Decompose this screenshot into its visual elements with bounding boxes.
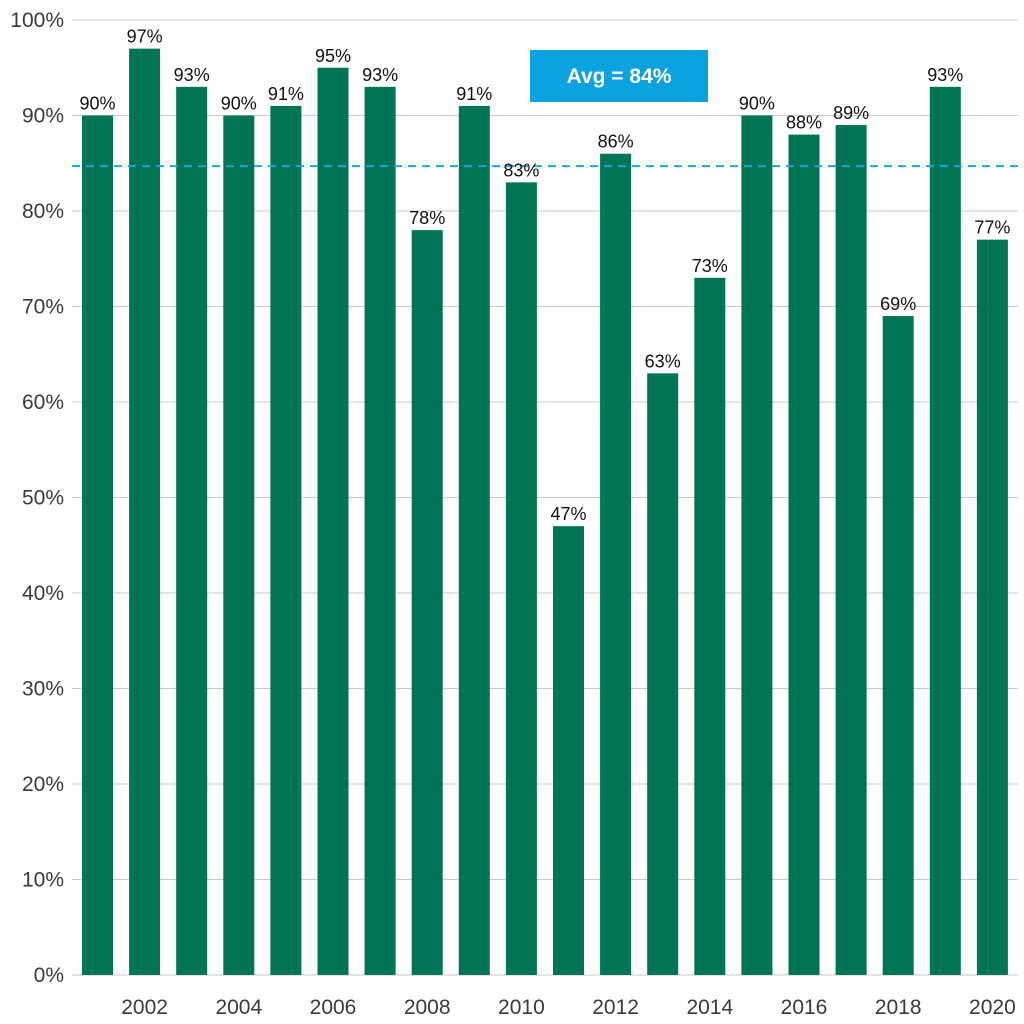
x-tick-label: 2004 — [215, 996, 262, 1019]
x-tick-label: 2016 — [781, 996, 828, 1019]
bar — [129, 48, 161, 975]
bar — [647, 373, 679, 976]
bar — [553, 526, 584, 975]
bar — [82, 115, 113, 975]
data-label: 90% — [221, 94, 257, 114]
x-tick-label: 2002 — [121, 996, 168, 1019]
data-label: 91% — [456, 84, 492, 104]
data-label: 89% — [833, 103, 869, 123]
grid-lines — [72, 19, 1018, 976]
bar — [317, 67, 349, 975]
data-label: 63% — [645, 351, 681, 371]
y-tick-label: 80% — [22, 200, 64, 223]
y-tick-label: 70% — [22, 296, 64, 319]
y-tick-label: 30% — [22, 678, 64, 701]
bar — [600, 153, 632, 975]
x-tick-label: 2012 — [592, 996, 639, 1019]
y-tick-label: 0% — [34, 964, 64, 987]
data-label: 90% — [79, 94, 115, 114]
bars — [82, 48, 1008, 976]
data-label: 93% — [362, 65, 398, 85]
data-label: 93% — [927, 65, 963, 85]
average-label: Avg = 84% — [567, 65, 672, 88]
y-tick-label: 100% — [10, 9, 64, 32]
bar — [976, 239, 1008, 975]
average-label-box — [530, 50, 708, 102]
data-label: 69% — [880, 294, 916, 314]
x-tick-label: 2014 — [686, 996, 733, 1019]
bar — [741, 115, 773, 975]
data-label: 93% — [174, 65, 210, 85]
bar — [270, 105, 302, 975]
bar — [223, 115, 255, 975]
data-label: 97% — [127, 27, 163, 47]
bar — [505, 182, 537, 976]
data-label: 86% — [598, 132, 634, 152]
y-tick-label: 60% — [22, 391, 64, 414]
y-tick-label: 50% — [22, 487, 64, 510]
bar — [364, 86, 396, 976]
data-label: 78% — [409, 208, 445, 228]
data-label: 77% — [974, 218, 1010, 238]
data-label: 83% — [503, 160, 539, 180]
y-axis: 0% 10% 20% 30% 40% 50% 60% 70% 80% 90% 100% — [10, 9, 64, 987]
data-label: 90% — [739, 94, 775, 114]
x-tick-label: 2008 — [404, 996, 451, 1019]
y-tick-label: 10% — [22, 869, 64, 892]
x-tick-label: 2018 — [875, 996, 922, 1019]
bar — [411, 230, 443, 976]
bar — [694, 277, 726, 976]
data-label: 47% — [550, 504, 586, 524]
x-tick-label: 2006 — [310, 996, 357, 1019]
bar — [929, 86, 961, 976]
bar — [835, 125, 867, 976]
data-label: 91% — [268, 84, 304, 104]
bar — [458, 105, 490, 975]
data-label: 88% — [786, 113, 822, 133]
x-axis: 2002 2004 2006 2008 2010 2012 2014 2016 2018 2020 — [121, 996, 1016, 1019]
data-labels: 90% 97% 93% 90% 91% 95% 93% 78% 91% 83% 47% 86% 63% 7… — [79, 27, 1010, 525]
y-tick-label: 20% — [22, 773, 64, 796]
bar — [882, 316, 914, 975]
bar — [788, 134, 820, 976]
x-tick-label: 2010 — [498, 996, 545, 1019]
y-tick-label: 90% — [22, 105, 64, 128]
average-line-group: Avg = 84% — [72, 50, 1018, 168]
data-label: 73% — [692, 256, 728, 276]
x-tick-label: 2020 — [969, 996, 1016, 1019]
data-label: 95% — [315, 46, 351, 66]
y-tick-label: 40% — [22, 582, 64, 605]
bar — [176, 86, 208, 976]
